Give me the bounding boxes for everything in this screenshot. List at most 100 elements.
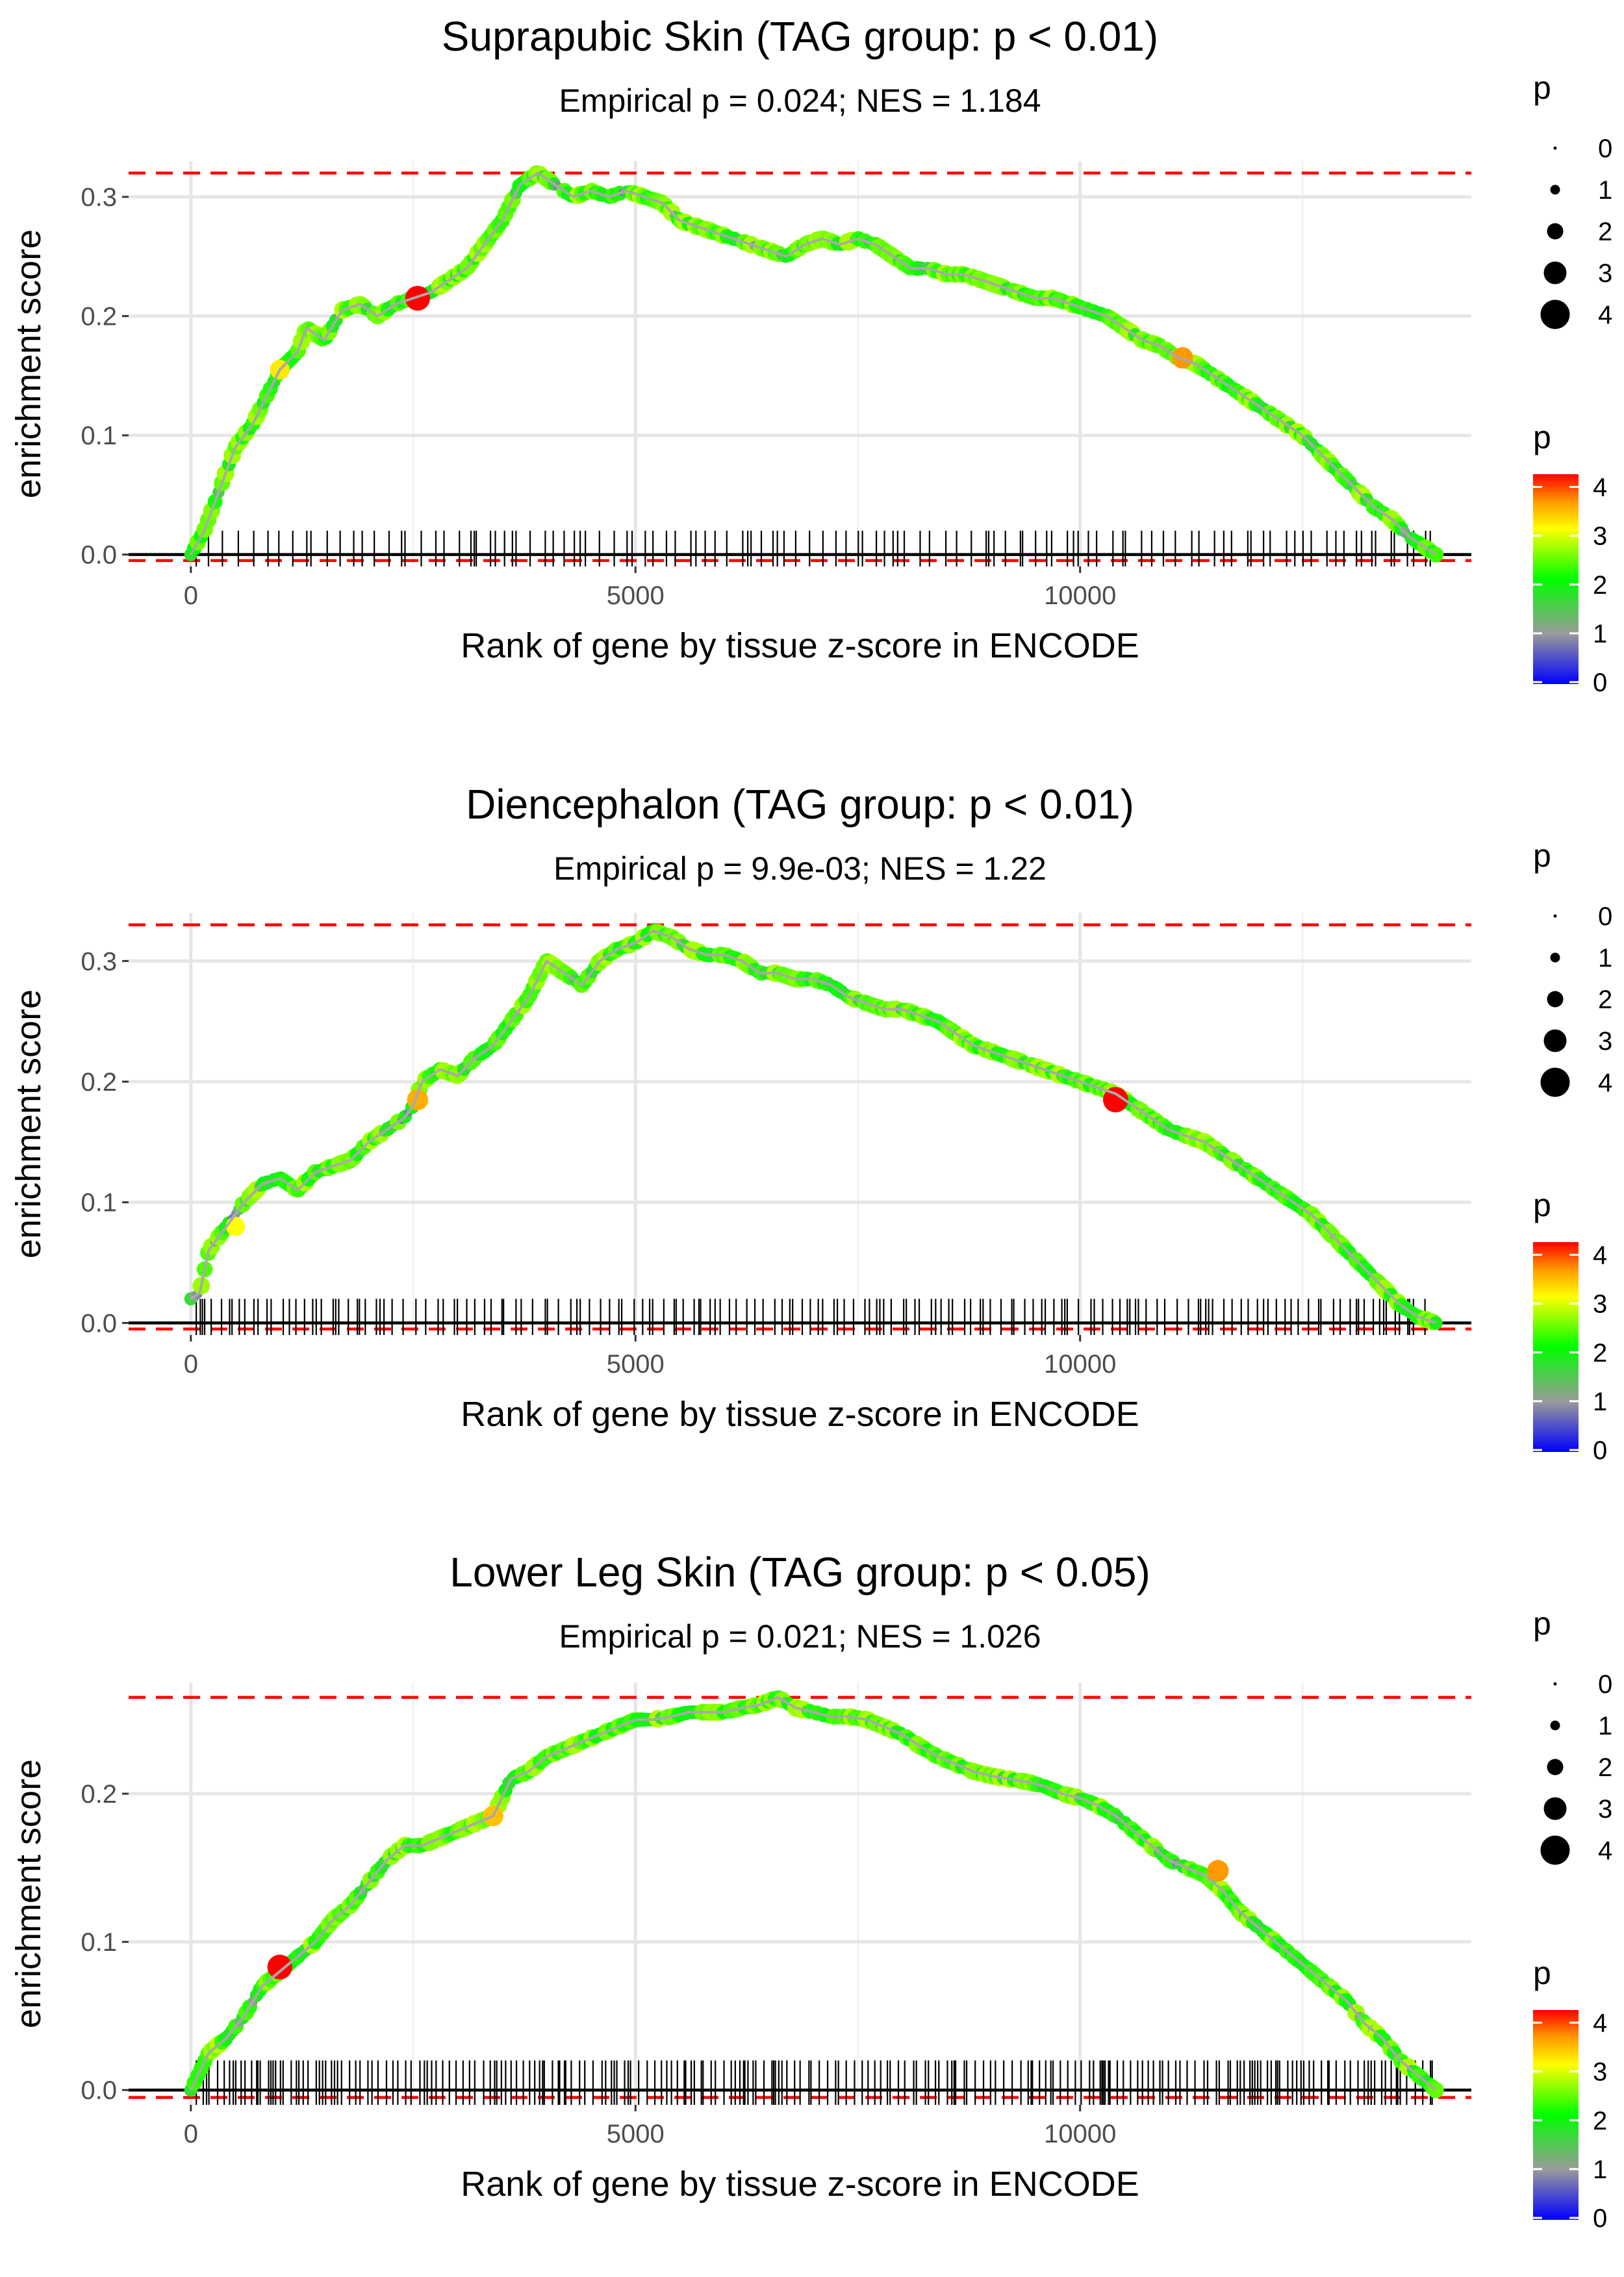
y-tick-label: 0.3 bbox=[81, 183, 117, 212]
size-legend-label: 0 bbox=[1598, 902, 1612, 931]
color-legend-label: 4 bbox=[1593, 474, 1607, 502]
size-legend-label: 1 bbox=[1598, 944, 1612, 973]
size-legend-title: p bbox=[1533, 1605, 1551, 1642]
x-tick-label: 10000 bbox=[1044, 1350, 1116, 1379]
size-legend-label: 4 bbox=[1598, 301, 1612, 329]
colorbar bbox=[1533, 1242, 1579, 1452]
highlight-point bbox=[1171, 347, 1193, 369]
size-legend-label: 3 bbox=[1598, 259, 1612, 288]
size-legend-key bbox=[1550, 1720, 1560, 1731]
chart-subtitle: Empirical p = 9.9e-03; NES = 1.22 bbox=[553, 850, 1047, 887]
highlight-point bbox=[1102, 1087, 1128, 1113]
y-tick-label: 0.3 bbox=[81, 947, 117, 976]
color-legend-label: 0 bbox=[1593, 668, 1607, 697]
color-legend-title: p bbox=[1533, 419, 1551, 455]
y-tick-label: 0.0 bbox=[81, 541, 117, 570]
size-legend-key bbox=[1540, 1835, 1570, 1865]
size-legend-label: 4 bbox=[1598, 1069, 1612, 1097]
size-legend-key bbox=[1550, 952, 1560, 963]
size-legend-title: p bbox=[1533, 70, 1551, 106]
x-tick-label: 0 bbox=[184, 581, 198, 610]
y-tick-label: 0.1 bbox=[81, 422, 117, 450]
size-legend-key bbox=[1547, 991, 1564, 1008]
highlight-point bbox=[405, 285, 431, 311]
size-legend-key bbox=[1543, 261, 1567, 285]
color-legend-title: p bbox=[1533, 1955, 1551, 1991]
color-legend: p 4 3 2 1 0 bbox=[1533, 419, 1607, 697]
enrichment-points bbox=[184, 1690, 1444, 2098]
y-tick-label: 0.2 bbox=[81, 303, 117, 331]
size-legend-label: 2 bbox=[1598, 218, 1612, 246]
enrichment-points bbox=[184, 165, 1444, 563]
chart-title: Suprapubic Skin (TAG group: p < 0.01) bbox=[442, 13, 1158, 60]
chart-title: Lower Leg Skin (TAG group: p < 0.05) bbox=[450, 1549, 1150, 1596]
size-legend: p 0 1 2 3 4 bbox=[1533, 70, 1612, 329]
colorbar bbox=[1533, 2010, 1579, 2220]
color-legend-title: p bbox=[1533, 1187, 1551, 1223]
size-legend-label: 3 bbox=[1598, 1027, 1612, 1056]
size-legend-label: 0 bbox=[1598, 134, 1612, 163]
size-legend-label: 0 bbox=[1598, 1670, 1612, 1699]
size-legend-key bbox=[1553, 1682, 1557, 1686]
y-tick-label: 0.1 bbox=[81, 1189, 117, 1217]
size-legend-key bbox=[1543, 1029, 1567, 1052]
panel-3: Lower Leg Skin (TAG group: p < 0.05) Empi… bbox=[9, 1549, 1612, 2233]
size-legend-key bbox=[1540, 1067, 1570, 1097]
y-tick-label: 0.0 bbox=[81, 1309, 117, 1338]
panel-1: Suprapubic Skin (TAG group: p < 0.01) Emp… bbox=[9, 13, 1612, 697]
size-legend: p 0 1 2 3 4 bbox=[1533, 837, 1612, 1097]
size-legend-key bbox=[1553, 146, 1557, 150]
color-legend-label: 0 bbox=[1593, 2204, 1607, 2233]
y-tick-label: 0.0 bbox=[81, 2076, 117, 2105]
color-legend-label: 4 bbox=[1593, 1241, 1607, 1270]
panel-2: Diencephalon (TAG group: p < 0.01) Empiri… bbox=[9, 781, 1612, 1465]
enrichment-curve bbox=[190, 929, 1436, 1325]
x-axis-title: Rank of gene by tissue z-score in ENCODE bbox=[461, 626, 1139, 665]
size-legend-key bbox=[1553, 914, 1557, 918]
gene-hit-ticks bbox=[196, 1299, 1426, 1335]
highlight-point bbox=[267, 1954, 292, 1980]
y-axis-title: enrichment score bbox=[9, 229, 48, 498]
color-legend-label: 1 bbox=[1593, 2156, 1607, 2184]
color-legend-label: 0 bbox=[1593, 1436, 1607, 1465]
x-tick-label: 0 bbox=[184, 2120, 198, 2148]
size-legend: p 0 1 2 3 4 bbox=[1533, 1605, 1612, 1865]
x-tick-label: 10000 bbox=[1044, 2120, 1116, 2148]
size-legend-label: 2 bbox=[1598, 986, 1612, 1014]
color-legend-label: 4 bbox=[1593, 2009, 1607, 2038]
size-legend-title: p bbox=[1533, 837, 1551, 874]
color-legend-label: 2 bbox=[1593, 2107, 1607, 2135]
x-tick-label: 0 bbox=[184, 1350, 198, 1379]
y-tick-label: 0.2 bbox=[81, 1780, 117, 1809]
highlight-point bbox=[1207, 1860, 1229, 1882]
chart-subtitle: Empirical p = 0.024; NES = 1.184 bbox=[559, 83, 1041, 119]
y-axis-title: enrichment score bbox=[9, 989, 48, 1258]
size-legend-key bbox=[1543, 1797, 1567, 1820]
x-tick-label: 10000 bbox=[1044, 581, 1116, 610]
x-tick-label: 5000 bbox=[607, 2120, 665, 2148]
x-axis-title: Rank of gene by tissue z-score in ENCODE bbox=[461, 2165, 1139, 2204]
colorbar bbox=[1533, 474, 1579, 684]
color-legend-label: 2 bbox=[1593, 1339, 1607, 1367]
color-legend-label: 2 bbox=[1593, 571, 1607, 600]
size-legend-key bbox=[1550, 184, 1560, 195]
y-axis-title: enrichment score bbox=[9, 1759, 48, 2028]
y-tick-label: 0.2 bbox=[81, 1068, 117, 1097]
chart-title: Diencephalon (TAG group: p < 0.01) bbox=[466, 781, 1134, 828]
size-legend-label: 3 bbox=[1598, 1795, 1612, 1824]
x-tick-label: 5000 bbox=[607, 1350, 665, 1379]
chart-subtitle: Empirical p = 0.021; NES = 1.026 bbox=[559, 1618, 1041, 1655]
size-legend-label: 4 bbox=[1598, 1837, 1612, 1865]
enrichment-point bbox=[1428, 546, 1444, 563]
size-legend-key bbox=[1540, 299, 1570, 329]
color-legend-label: 1 bbox=[1593, 620, 1607, 648]
x-tick-label: 5000 bbox=[607, 581, 665, 610]
gene-hit-ticks bbox=[196, 2060, 1433, 2105]
y-tick-label: 0.1 bbox=[81, 1928, 117, 1957]
size-legend-label: 2 bbox=[1598, 1753, 1612, 1782]
color-legend-label: 3 bbox=[1593, 522, 1607, 551]
enrichment-curve bbox=[189, 1696, 1437, 2091]
size-legend-key bbox=[1547, 223, 1564, 240]
